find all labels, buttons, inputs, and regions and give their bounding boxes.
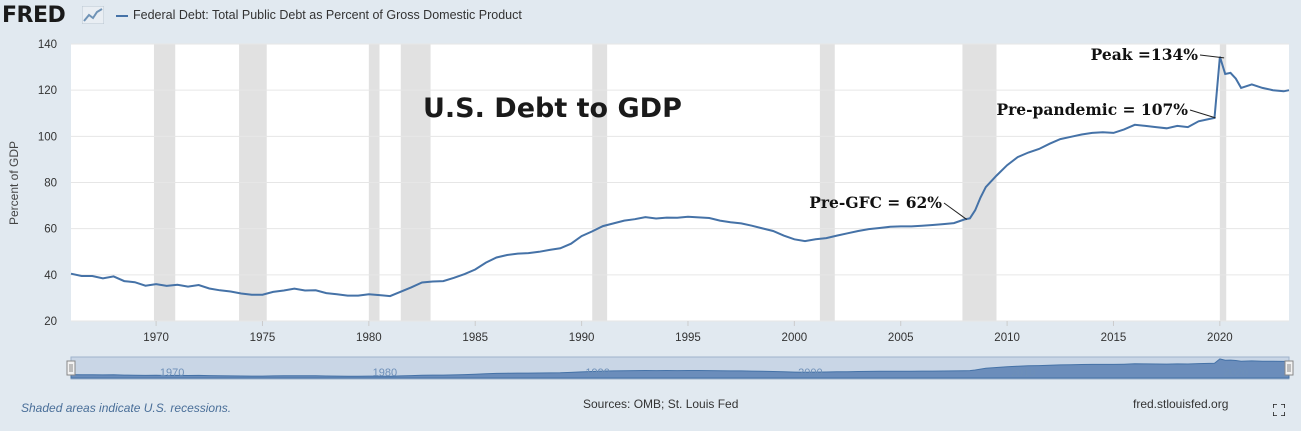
navigator-year-label: 1990 [585, 367, 609, 379]
y-tick-labels: 20 40 60 80 100 120 140 [38, 39, 57, 328]
x-tick-label: 1995 [675, 332, 701, 344]
x-tick-label: 2015 [1101, 332, 1127, 344]
y-tick-label: 80 [44, 178, 57, 190]
navigator-year-label: 2000 [798, 367, 822, 379]
series-legend[interactable]: Federal Debt: Total Public Debt as Perce… [116, 8, 522, 22]
y-tick-label: 120 [38, 85, 57, 97]
x-tick-label: 1980 [356, 332, 382, 344]
fred-logo[interactable]: FRED [2, 3, 66, 28]
sources-text: Sources: OMB; St. Louis Fed [583, 397, 739, 411]
annotation-pointer [1199, 54, 1225, 59]
chart-headline: U.S. Debt to GDP [423, 93, 682, 124]
y-tick-label: 20 [44, 316, 57, 328]
y-axis-label: Percent of GDP [7, 141, 21, 225]
y-tick-label: 140 [38, 39, 57, 51]
navigator-labels: 1970 1980 1990 2000 2010 2020 [160, 367, 1248, 379]
navigator-handle-left[interactable] [66, 360, 76, 376]
y-tick-label: 60 [44, 224, 57, 236]
y-tick-label: 100 [38, 131, 57, 143]
navigator-year-label: 2020 [1224, 367, 1248, 379]
x-tick-labels: 1970 1975 1980 1985 1990 1995 2000 2005 2010 2015… [143, 321, 1233, 344]
legend-swatch [116, 14, 128, 17]
series-line [70, 56, 1290, 298]
range-navigator[interactable]: 1970 1980 1990 2000 2010 2020 [66, 356, 1294, 380]
x-tick-label: 1990 [569, 332, 595, 344]
x-tick-label: 2010 [994, 332, 1020, 344]
fred-chart-icon [82, 6, 104, 24]
x-tick-label: 2020 [1207, 332, 1233, 344]
site-link[interactable]: fred.stlouisfed.org [1133, 397, 1229, 411]
grid-lines [71, 43, 1289, 322]
x-tick-label: 1975 [250, 332, 276, 344]
x-tick-label: 1985 [462, 332, 488, 344]
y-tick-label: 40 [44, 270, 57, 282]
recession-note: Shaded areas indicate U.S. recessions. [21, 401, 232, 415]
annotation-pre-gfc: Pre-GFC = 62% [809, 193, 942, 212]
annotation-pre-pandemic: Pre-pandemic = 107% [996, 100, 1188, 119]
x-tick-label: 2000 [782, 332, 808, 344]
navigator-year-label: 2010 [1011, 367, 1035, 379]
series-layer [70, 56, 1290, 298]
x-tick-label: 1970 [143, 332, 169, 344]
legend-label: Federal Debt: Total Public Debt as Perce… [133, 8, 522, 22]
navigator-year-label: 1980 [373, 367, 397, 379]
navigator-handle-right[interactable] [1284, 360, 1294, 376]
annotations: U.S. Debt to GDP Pre-GFC = 62% Pre-pandemi… [423, 45, 1225, 220]
annotation-pointer [943, 202, 967, 220]
annotation-pointer [1189, 109, 1216, 119]
chart-header: FRED Federal Debt: Total Public Debt as … [0, 0, 1301, 34]
fullscreen-icon[interactable] [1273, 404, 1285, 416]
annotation-peak: Peak =134% [1091, 45, 1199, 64]
x-tick-label: 2005 [888, 332, 914, 344]
navigator-series-area [70, 358, 1290, 379]
navigator-year-label: 1970 [160, 367, 184, 379]
